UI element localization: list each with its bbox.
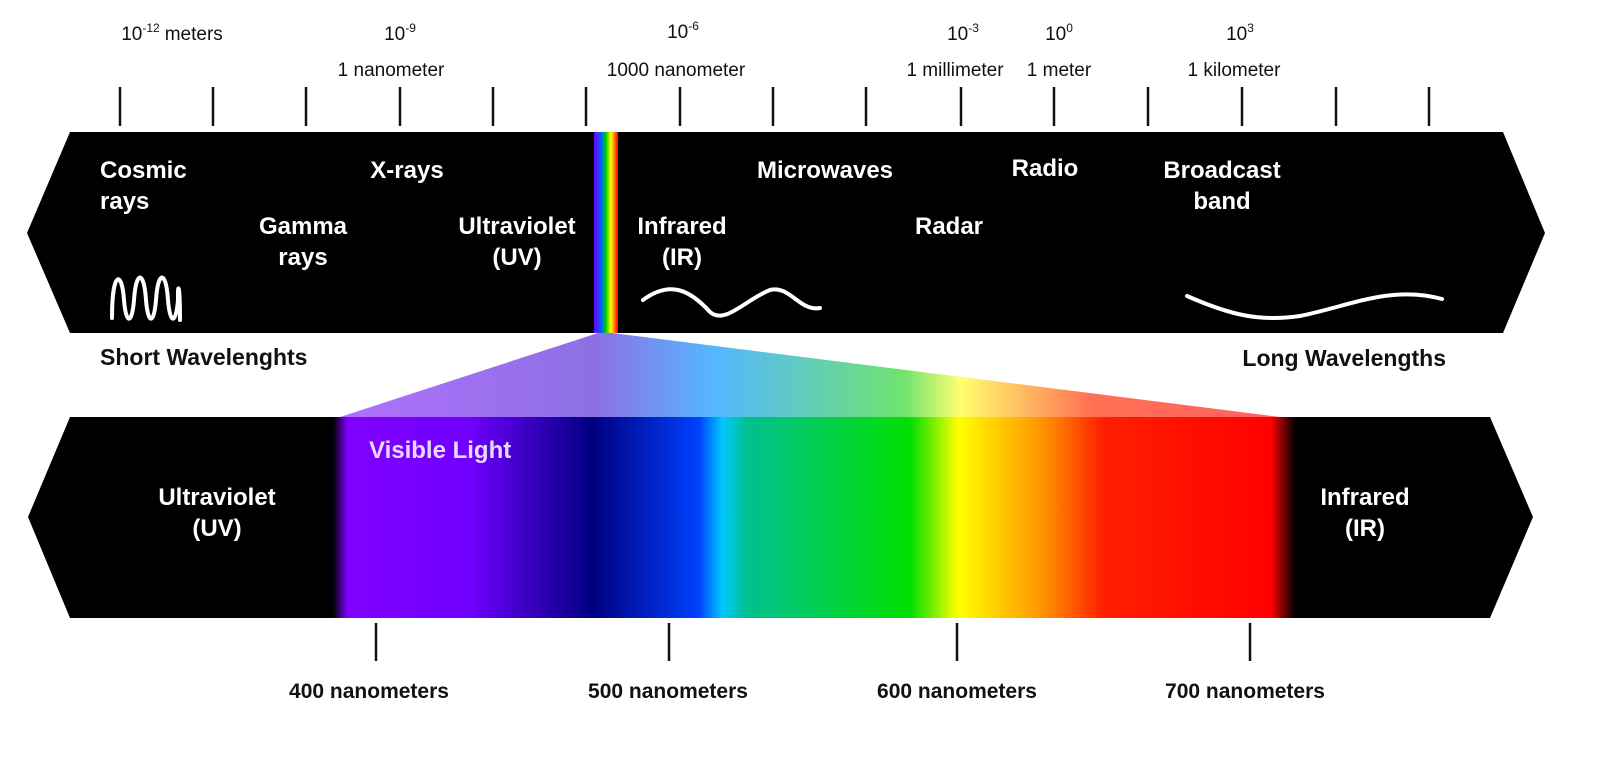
line: Ultraviolet: [458, 213, 575, 240]
exponent: -12: [142, 21, 160, 35]
visible-stripe: [594, 132, 618, 333]
top-ticks: [118, 87, 1431, 126]
unit: meters: [165, 24, 223, 45]
visible-fan: [340, 333, 1280, 417]
line: Gamma: [259, 213, 348, 240]
line: band: [1193, 188, 1250, 215]
line: Ultraviolet: [158, 484, 275, 511]
unit-name: 1 millimeter: [906, 60, 1004, 81]
power-label: 100: [1045, 21, 1073, 45]
power-label: 10-9: [384, 21, 416, 45]
base: 10: [1226, 24, 1247, 45]
line: (UV): [192, 515, 241, 542]
line: (IR): [662, 244, 702, 271]
band-label: Ultraviolet (UV): [458, 213, 575, 271]
exponent: 0: [1066, 21, 1073, 35]
line: (UV): [492, 244, 541, 271]
nm-label: 400 nanometers: [289, 680, 449, 703]
line: rays: [278, 244, 327, 271]
visible-gradient: [333, 417, 1295, 618]
power-label: 10-3: [947, 21, 979, 45]
base: 10: [1045, 24, 1066, 45]
band-label: Infrared (IR): [637, 213, 726, 271]
power-label: 103: [1226, 21, 1254, 45]
line: Infrared: [637, 213, 726, 240]
base: 10: [121, 24, 142, 45]
power-label: 10-6: [667, 19, 699, 43]
band-label: Gamma rays: [259, 213, 348, 271]
base: 10: [947, 24, 968, 45]
exponent: -3: [968, 21, 979, 35]
uv-label: Ultraviolet (UV): [158, 484, 275, 542]
line: Infrared: [1320, 484, 1409, 511]
unit-name: 1 kilometer: [1188, 60, 1282, 81]
base: 10: [667, 22, 688, 43]
exponent: 3: [1247, 21, 1254, 35]
band-label: Microwaves: [757, 157, 893, 184]
base: 10: [384, 24, 405, 45]
unit-name: 1 nanometer: [338, 60, 445, 81]
band-label: Cosmic rays: [100, 157, 187, 215]
unit-name: 1 meter: [1027, 60, 1092, 81]
line: Cosmic: [100, 157, 187, 184]
spectrum-band: [27, 132, 1545, 333]
band-label: Radio: [1012, 155, 1079, 182]
nm-label: 600 nanometers: [877, 680, 1037, 703]
exponent: -9: [405, 21, 416, 35]
long-caption: Long Wavelengths: [1242, 345, 1446, 371]
line: (IR): [1345, 515, 1385, 542]
band-label: Radar: [915, 213, 983, 240]
ir-label: Infrared (IR): [1320, 484, 1409, 542]
band-label: Broadcast band: [1163, 157, 1280, 215]
visible-title: Visible Light: [369, 437, 511, 464]
short-caption: Short Wavelenghts: [100, 344, 307, 370]
exponent: -6: [688, 19, 699, 33]
nm-label: 700 nanometers: [1165, 680, 1325, 703]
unit-name: 1000 nanometer: [607, 60, 746, 81]
power-label: 10-12 meters: [121, 21, 223, 45]
line: rays: [100, 188, 149, 215]
line: Broadcast: [1163, 157, 1280, 184]
band-label: X-rays: [370, 157, 443, 184]
long-wave: [1185, 292, 1444, 321]
nm-label: 500 nanometers: [588, 680, 748, 703]
medium-wave: [641, 287, 822, 318]
short-wave: [110, 275, 182, 322]
